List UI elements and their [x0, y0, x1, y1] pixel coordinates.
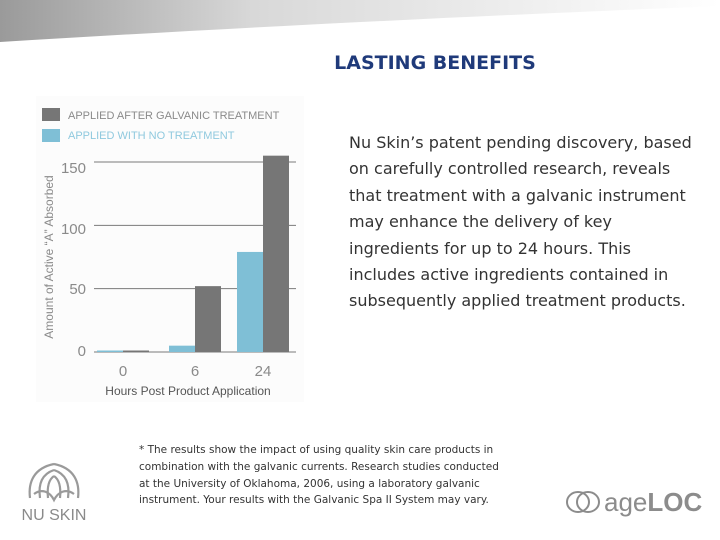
- ageloc-logo-loc: LOC: [647, 487, 702, 517]
- ageloc-logo: ageLOC: [566, 487, 702, 517]
- legend-label-galvanic: APPLIED AFTER GALVANIC TREATMENT: [68, 110, 280, 122]
- bar-no-treatment-24h: [237, 251, 263, 352]
- x-tick-label-6: 6: [191, 363, 199, 380]
- bar-no-treatment-0h: [97, 350, 123, 352]
- nu-skin-logo-icon: [28, 462, 80, 503]
- y-tick-label-0: 0: [78, 343, 86, 360]
- legend-swatch-galvanic: [42, 108, 60, 121]
- svg-text:ageLOC: ageLOC: [604, 487, 702, 517]
- bar-chart: APPLIED AFTER GALVANIC TREATMENT APPLIED…: [42, 108, 296, 398]
- y-tick-label-100: 100: [61, 221, 86, 238]
- slide-title: LASTING BENEFITS: [334, 52, 536, 74]
- x-tick-label-24: 24: [255, 363, 272, 380]
- ageloc-logo-age: age: [604, 487, 647, 517]
- bar-galvanic-24h: [263, 155, 289, 352]
- nu-skin-logo-text: NU SKIN: [21, 507, 87, 524]
- ageloc-logo-icon: [566, 491, 600, 513]
- bar-no-treatment-6h: [169, 345, 195, 352]
- y-tick-label-50: 50: [69, 281, 86, 298]
- header-band: [0, 0, 720, 42]
- x-tick-label-0: 0: [119, 363, 127, 380]
- legend-label-no-treatment: APPLIED WITH NO TREATMENT: [68, 130, 235, 142]
- bar-galvanic-6h: [195, 286, 221, 352]
- footnote: * The results show the impact of using q…: [139, 444, 499, 507]
- body-paragraph: Nu Skin’s patent pending discovery, base…: [349, 133, 692, 311]
- x-axis-label: Hours Post Product Application: [105, 384, 270, 398]
- legend-swatch-no-treatment: [42, 129, 60, 142]
- y-tick-label-150: 150: [61, 160, 86, 177]
- y-axis-label: Amount of Active “A” Absorbed: [42, 175, 56, 338]
- chart-panel: APPLIED AFTER GALVANIC TREATMENT APPLIED…: [36, 96, 304, 402]
- bar-galvanic-0h: [123, 350, 149, 352]
